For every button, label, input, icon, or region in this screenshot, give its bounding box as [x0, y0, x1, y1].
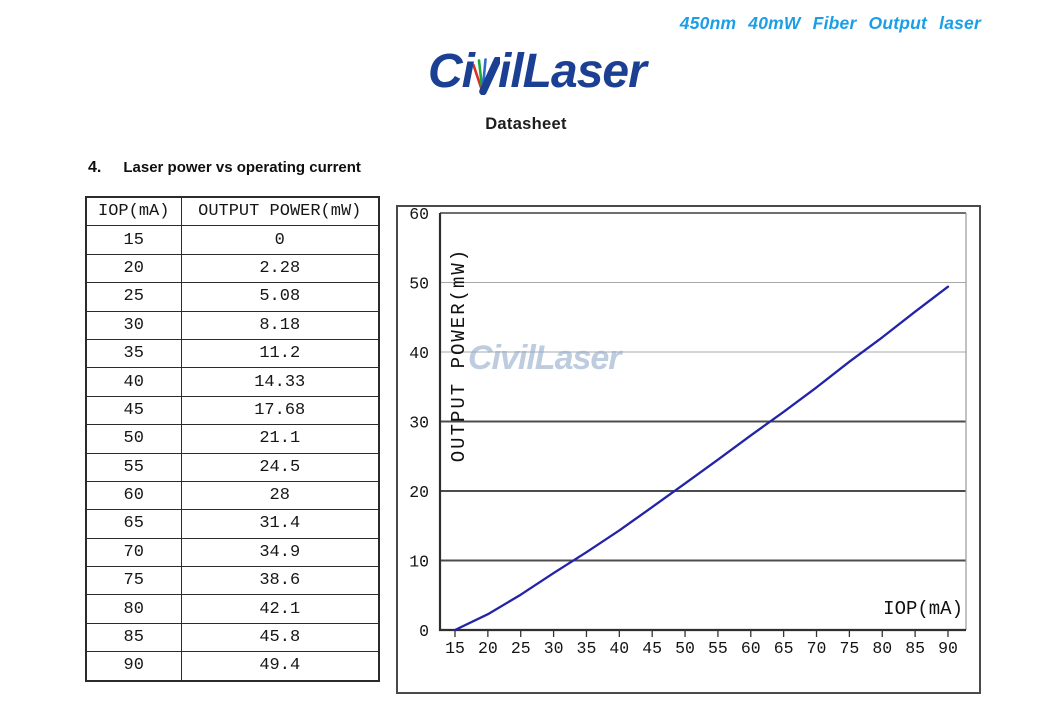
- iop-cell: 60: [85, 480, 182, 511]
- section-heading: 4. Laser power vs operating current: [88, 159, 361, 177]
- y-tick-label: 40: [409, 344, 429, 363]
- chart-watermark: CivilLaser: [468, 339, 623, 377]
- output-power-cell: 34.9: [180, 537, 380, 568]
- table-row: 75 38.6: [85, 566, 380, 596]
- iop-cell: 55: [85, 452, 182, 482]
- datasheet-label: Datasheet: [485, 115, 567, 133]
- iop-cell: 40: [85, 367, 182, 397]
- x-tick-label: 35: [577, 639, 597, 658]
- table-row: 40 14.33: [85, 367, 380, 397]
- output-power-cell: 21.1: [180, 424, 380, 454]
- section-title: Laser power vs operating current: [123, 159, 361, 176]
- logo-v-rays-icon: [473, 57, 500, 95]
- table-row: 45 17.68: [85, 395, 380, 426]
- x-tick-label: 15: [445, 639, 465, 658]
- x-tick-label: 65: [774, 639, 794, 658]
- iop-cell: 85: [85, 622, 182, 653]
- x-tick-label: 50: [675, 639, 695, 658]
- x-tick-label: 55: [708, 639, 728, 658]
- output-power-cell: 28: [180, 480, 380, 511]
- iop-cell: 20: [85, 253, 182, 284]
- x-tick-label: 75: [839, 639, 859, 658]
- iop-cell: 75: [85, 566, 182, 596]
- y-tick-label: 30: [409, 414, 429, 433]
- output-power-cell: 0: [180, 225, 380, 255]
- x-tick-label: 85: [905, 639, 925, 658]
- output-power-cell: 5.08: [180, 282, 380, 312]
- table-row: 70 34.9: [85, 537, 380, 568]
- x-tick-label: 25: [511, 639, 531, 658]
- output-power-cell: 38.6: [180, 566, 380, 596]
- table-row: 55 24.5: [85, 452, 380, 482]
- y-tick-label: 10: [409, 553, 429, 572]
- x-tick-label: 40: [609, 639, 629, 658]
- table-row: 30 8.18: [85, 310, 380, 340]
- x-tick-label: 90: [938, 639, 958, 658]
- iop-cell: 65: [85, 509, 182, 539]
- table-row: 60 28: [85, 480, 380, 511]
- table-row: 15 0: [85, 225, 380, 255]
- y-tick-label: 0: [419, 622, 429, 641]
- output-power-cell: 2.28: [180, 253, 380, 284]
- table-header-row: IOP(mA) OUTPUT POWER(mW): [85, 196, 380, 227]
- table-row: 85 45.8: [85, 622, 380, 653]
- y-axis-label: OUTPUT POWER(mW): [448, 248, 470, 462]
- iop-cell: 90: [85, 651, 182, 682]
- iop-cell: 45: [85, 395, 182, 426]
- x-tick-label: 60: [741, 639, 761, 658]
- x-tick-label: 80: [872, 639, 892, 658]
- y-tick-label: 20: [409, 483, 429, 502]
- output-power-column-header: OUTPUT POWER(mW): [180, 196, 380, 227]
- section-number: 4.: [88, 159, 102, 176]
- table-row: 65 31.4: [85, 509, 380, 539]
- iop-cell: 80: [85, 594, 182, 624]
- iop-cell: 15: [85, 225, 182, 255]
- y-tick-label: 60: [409, 205, 429, 224]
- output-power-cell: 42.1: [180, 594, 380, 624]
- civillaser-logo: Ci ilLaser: [428, 45, 647, 98]
- iop-cell: 30: [85, 310, 182, 340]
- table-row: 50 21.1: [85, 424, 380, 454]
- output-power-cell: 11.2: [180, 338, 380, 369]
- table-row: 25 5.08: [85, 282, 380, 312]
- x-tick-label: 30: [544, 639, 564, 658]
- iop-cell: 50: [85, 424, 182, 454]
- power-current-table: IOP(mA) OUTPUT POWER(mW) 15 0 20 2.28 25 5.08…: [85, 196, 380, 682]
- output-power-cell: 45.8: [180, 622, 380, 653]
- table-row: 35 11.2: [85, 338, 380, 369]
- logo-text-prefix: Ci: [428, 45, 475, 98]
- table-row: 90 49.4: [85, 651, 380, 682]
- logo-text-suffix: ilLaser: [498, 45, 647, 98]
- x-tick-label: 20: [478, 639, 498, 658]
- chart-canvas: 15 20 25 30 35 40 45 50 55 60 65 70 75 80 85 90 0 10 20 30 4…: [396, 205, 981, 694]
- output-power-cell: 17.68: [180, 395, 380, 426]
- iop-column-header: IOP(mA): [85, 196, 182, 227]
- output-power-cell: 31.4: [180, 509, 380, 539]
- output-power-cell: 8.18: [180, 310, 380, 340]
- chart-outer-border: [396, 205, 981, 694]
- output-power-cell: 49.4: [180, 651, 380, 682]
- output-power-cell: 14.33: [180, 367, 380, 397]
- output-power-cell: 24.5: [180, 452, 380, 482]
- data-line: [453, 285, 950, 632]
- x-tick-label: 45: [642, 639, 662, 658]
- y-tick-label: 50: [409, 275, 429, 294]
- table-row: 80 42.1: [85, 594, 380, 624]
- x-axis-label: IOP(mA): [883, 598, 963, 620]
- iop-cell: 25: [85, 282, 182, 312]
- table-row: 20 2.28: [85, 253, 380, 284]
- power-current-chart: 15 20 25 30 35 40 45 50 55 60 65 70 75 80 85 90 0 10 20 30 4…: [396, 205, 981, 694]
- iop-cell: 35: [85, 338, 182, 369]
- x-tick-label: 70: [807, 639, 827, 658]
- product-title: 450nm 40mW Fiber Output laser: [679, 13, 981, 33]
- iop-cell: 70: [85, 537, 182, 568]
